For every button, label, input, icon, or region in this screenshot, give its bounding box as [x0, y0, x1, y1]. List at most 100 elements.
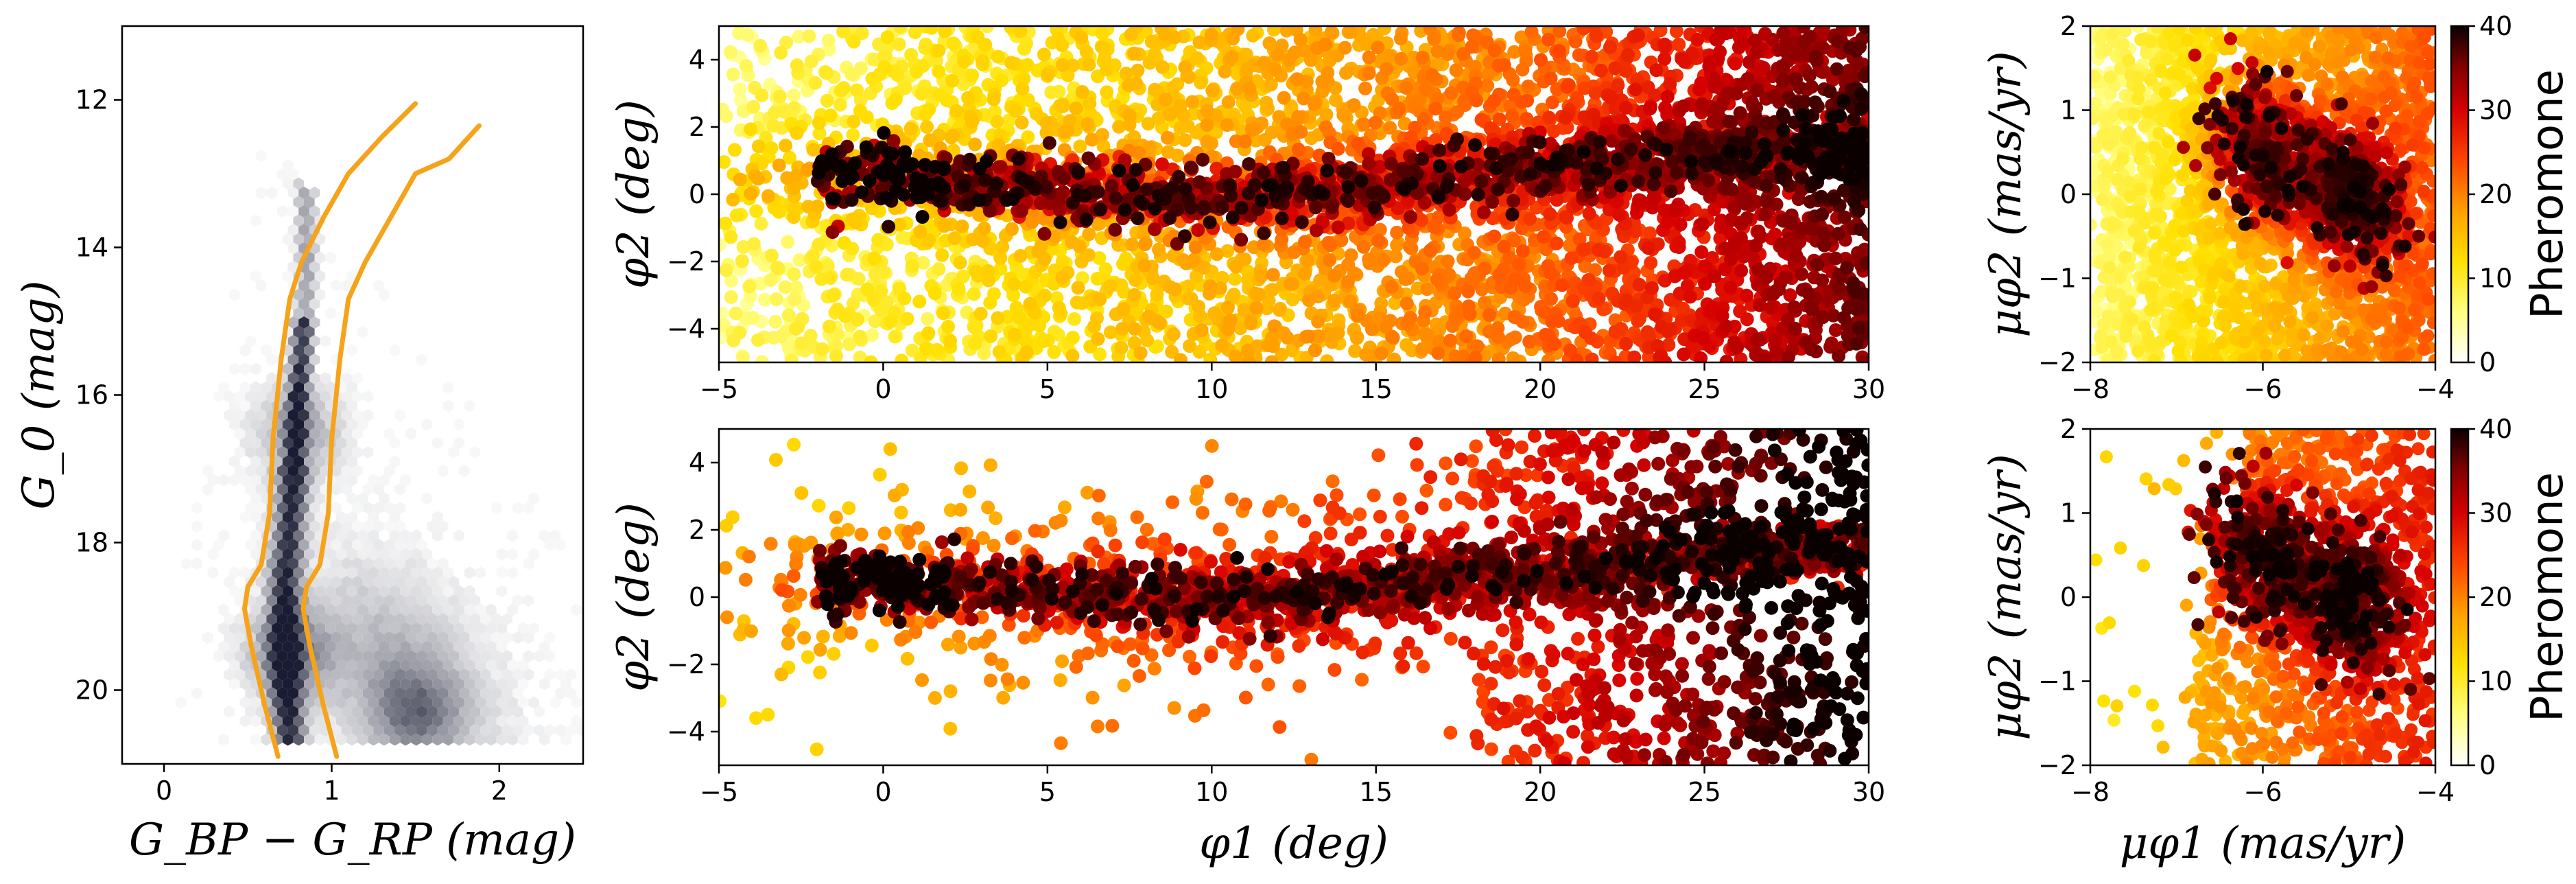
sky_all-point [723, 45, 737, 59]
cmd-hexbin [383, 668, 395, 681]
cmd-hexbin [261, 437, 272, 450]
sky_all-point [812, 237, 826, 252]
cmd-hexbin [523, 502, 534, 514]
sky_all-point [1572, 232, 1587, 246]
sky_all-point [735, 254, 749, 268]
sky_all-point [1387, 352, 1402, 362]
cmd-hexbin [410, 529, 422, 542]
cmd-hexbin [346, 418, 357, 431]
cmd-hexbin [335, 455, 347, 468]
cmd-hexbin [298, 205, 309, 218]
sky_all-point [1146, 271, 1160, 286]
sky_all-point [1103, 279, 1118, 293]
sky_all-point [1585, 49, 1599, 64]
cmd-hexbin [368, 733, 379, 746]
sky_all-point [1017, 71, 1031, 86]
cmd-hexbin [427, 631, 438, 644]
sky_all-point [1515, 221, 1529, 235]
cmd-hexbin [282, 603, 294, 616]
cmd-hexbin [571, 603, 582, 616]
sky_all-point [941, 319, 956, 334]
cmd-hexbin [331, 483, 342, 496]
sky_all-point [1611, 78, 1625, 93]
sky_all-point [930, 342, 944, 357]
sky_all-point [925, 26, 938, 35]
cmd-hexbin [432, 733, 443, 746]
sky_all-point [1612, 207, 1627, 222]
cmd-hexbin [228, 640, 240, 653]
sky_all-point [1388, 296, 1402, 310]
sky_all-point [803, 329, 818, 343]
cmd-hexbin [250, 696, 261, 709]
sky_all-point [923, 133, 937, 148]
cmd-hexbin [298, 298, 309, 310]
sky_all-point [1093, 292, 1107, 307]
sky_all-point [719, 216, 733, 231]
cmd-hexbin [421, 677, 433, 690]
cmd-hexbin [421, 640, 433, 653]
sky_all-point [1629, 299, 1644, 313]
sky_all-point [1082, 58, 1096, 72]
sky_all-point [1592, 243, 1606, 257]
sky_all-point [1347, 98, 1361, 113]
cmd-hexbin [427, 650, 438, 662]
cmd-hexbin [331, 279, 342, 292]
cmd-hexbin [346, 399, 357, 412]
sky_all-point [981, 273, 995, 288]
cmd-hexbin [405, 594, 416, 607]
sky_all-point [1204, 27, 1218, 42]
cmd-hexbin [228, 418, 240, 431]
sky_all-point [809, 259, 823, 274]
cmd-xlabel: G_BP − G_RP (mag) [129, 815, 576, 865]
cmd-hexbin [400, 622, 411, 635]
cmd-hexbin [309, 465, 320, 477]
sky_all-point [1242, 82, 1257, 96]
cmd-hexbin [496, 714, 508, 728]
cmd-hexbin [224, 668, 235, 681]
cmd-hexbin [448, 631, 459, 644]
cmd-hexbin [352, 372, 363, 384]
cmd-hexbin [287, 409, 299, 421]
sky_all-point [1319, 108, 1334, 121]
sky_all-point [1658, 100, 1673, 115]
sky_all-point [1588, 263, 1603, 277]
cmd-hexbin [309, 428, 320, 440]
cmd-hexbin [346, 492, 357, 505]
cmd-hexbin [379, 548, 390, 561]
sky_all-point [1394, 51, 1408, 66]
sky_all-point [877, 49, 891, 64]
sky_all-point [1173, 353, 1187, 362]
sky_all-point [1389, 249, 1403, 264]
sky_all-point [888, 329, 902, 344]
cmd-hexbin [325, 585, 336, 598]
cmd-hexbin [394, 409, 406, 421]
cmd-hexbin [282, 659, 294, 672]
cmd-hexbin [427, 668, 438, 681]
cmd-hexbin [379, 585, 390, 598]
sky_all-point [754, 216, 768, 231]
cmd-hexbin [486, 714, 497, 728]
sky_all-point [736, 240, 751, 254]
sky_all-point [746, 100, 761, 114]
cmd-hexbin [346, 511, 357, 524]
cmd-hexbin [298, 687, 309, 699]
cmd-hexbin [250, 492, 261, 505]
cmd-hexbin [255, 391, 267, 403]
sky_all-point [1013, 311, 1027, 325]
cmd-ytick-label: 12 [75, 85, 108, 115]
cmd-hexbin [512, 724, 523, 736]
cmd-hexbin [255, 502, 267, 514]
cmd-hexbin [282, 418, 294, 431]
cmd-hexbin [373, 557, 384, 570]
cmd-hexbin [304, 362, 315, 375]
cmd-hexbin [421, 418, 433, 431]
cmd-hexbin [234, 428, 246, 440]
sky_all-point [1545, 95, 1559, 110]
cmd-hexbin [352, 520, 363, 533]
sky_all-point [1356, 117, 1371, 131]
sky_all-point [1082, 227, 1096, 242]
sky_all-point [1506, 351, 1520, 362]
cmd-hexbin [304, 381, 315, 394]
cmd-hexbin [293, 196, 304, 209]
